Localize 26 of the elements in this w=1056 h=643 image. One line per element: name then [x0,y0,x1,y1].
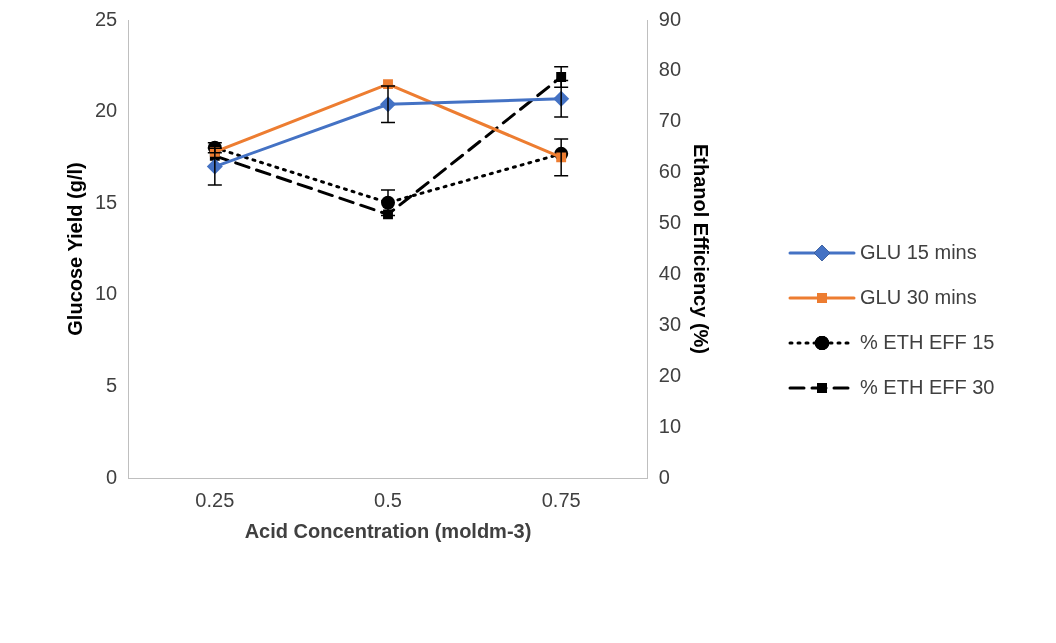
y2-tick-label: 70 [658,109,681,132]
y-tick-label: 25 [95,7,118,30]
y2-tick-label: 50 [658,211,681,234]
legend-label: % ETH EFF 30 [860,375,995,398]
y2-tick-label: 90 [658,7,681,30]
y-tick-label: 0 [106,465,118,488]
y2-tick-label: 40 [658,261,681,284]
y-tick-label: 10 [95,282,118,305]
legend-label: % ETH EFF 15 [860,330,995,353]
y-tick-label: 5 [106,373,118,396]
y2-tick-label: 20 [658,363,681,386]
legend-label: GLU 30 mins [860,285,977,308]
y-tick-label: 15 [95,190,118,213]
y-tick-label: 20 [95,99,118,122]
y2-tick-label: 0 [658,465,670,488]
y2-tick-label: 30 [658,312,681,335]
x-tick-label: 0.75 [541,488,581,511]
x-tick-label: 0.25 [195,488,235,511]
y2-tick-label: 60 [658,160,681,183]
y2-tick-label: 10 [658,414,681,437]
y-axis-title: Glucose Yield (g/l) [63,162,86,336]
legend-label: GLU 15 mins [860,240,977,263]
y2-axis-title: Ethanol Efficiency (%) [690,143,713,355]
x-tick-label: 0.5 [374,488,402,511]
x-axis-title: Acid Concentration (moldm-3) [244,519,532,542]
y2-tick-label: 80 [658,58,681,81]
